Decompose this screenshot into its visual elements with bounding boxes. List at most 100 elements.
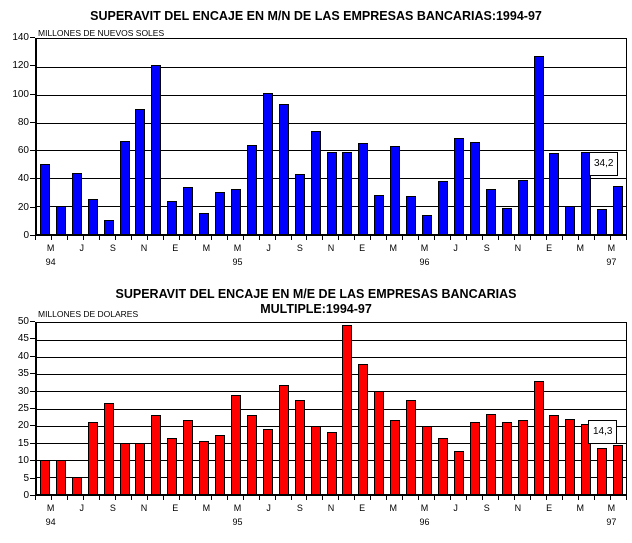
bar-slot-Jul-96: [451, 39, 467, 234]
bar-slot-Jul-95: [260, 39, 276, 234]
bar-slot-Ago-94: [85, 39, 101, 234]
chart-subtitle: MULTIPLE:1994-97: [260, 302, 372, 316]
x-axis-tick: [66, 236, 83, 240]
bar-Ene-96: [358, 364, 369, 494]
bar-slot-Ago-96: [467, 323, 483, 494]
month-label: M: [420, 243, 429, 253]
month-label: S: [109, 243, 116, 253]
bar-Nov-96: [517, 179, 528, 234]
year-label: 95: [232, 517, 243, 527]
x-axis-tick: [498, 496, 514, 500]
bar-slot-Jun-94: [53, 39, 69, 234]
bar-slot-Jul-94: [69, 39, 85, 234]
x-axis-tick: [98, 496, 115, 500]
y-axis-tick-label: 20: [17, 420, 29, 432]
y-axis-units-label: MILLONES DE DOLARES: [38, 309, 139, 319]
bar-Ene-96: [358, 143, 369, 234]
x-axis-tick: [242, 236, 259, 240]
bar-Mar-95: [199, 213, 210, 234]
bar-slot-Jun-95: [244, 323, 260, 494]
y-axis-tick-label: 100: [12, 88, 29, 100]
y-axis-tick: [30, 150, 35, 152]
x-axis-tick: [50, 496, 67, 500]
x-axis-tick: [546, 236, 562, 240]
bar-slot-Abr-96: [403, 323, 419, 494]
bar-May-96: [422, 214, 433, 234]
bar-Jul-94: [71, 476, 82, 494]
gridline: [37, 374, 626, 376]
x-axis-tick: [386, 496, 402, 500]
bar-slot-Feb-96: [371, 39, 387, 234]
bar-Dic-95: [342, 151, 353, 234]
y-axis-tick: [30, 390, 35, 392]
year-label: 95: [232, 257, 243, 267]
bar-slot-Mar-95: [196, 323, 212, 494]
x-axis-tick: [98, 236, 115, 240]
y-axis-tick-label: 50: [17, 316, 29, 327]
bar-Oct-94: [119, 443, 130, 494]
bar-slot-Feb-97: [562, 323, 578, 494]
bar-slot-Feb-96: [371, 323, 387, 494]
bar-Abr-95: [215, 192, 226, 234]
bar-slot-Oct-94: [117, 323, 133, 494]
bar-Dic-94: [151, 65, 162, 234]
month-label: E: [359, 243, 366, 253]
y-axis-tick-label: 120: [12, 60, 29, 72]
bar-Jun-96: [438, 437, 448, 494]
year-label: 96: [419, 517, 430, 527]
bar-Nov-96: [517, 420, 528, 494]
bar-slot-Ene-97: [547, 323, 563, 494]
bar-Abr-95: [215, 434, 226, 494]
month-label: N: [327, 503, 335, 513]
bar-slot-Sep-94: [101, 323, 117, 494]
y-axis-tick: [30, 65, 35, 67]
chart-encaje-me: SUPERAVIT DEL ENCAJE EN M/E DE LAS EMPRE…: [0, 270, 632, 543]
bar-Sep-96: [485, 189, 496, 234]
bar-Nov-94: [135, 108, 146, 234]
bar-slot-Mar-97: [578, 39, 594, 234]
y-axis-tick: [30, 460, 35, 462]
bar-May-94: [39, 164, 50, 234]
y-axis-tick-label: 25: [17, 403, 29, 414]
bar-Oct-95: [310, 425, 321, 494]
bar-Dic-95: [342, 324, 353, 494]
bar-slot-Ene-96: [355, 39, 371, 234]
x-axis-tick: [593, 236, 610, 240]
bar-Oct-96: [501, 207, 512, 234]
bar-Jun-95: [246, 415, 257, 494]
bar-slot-Jul-96: [451, 323, 467, 494]
month-label: M: [420, 503, 429, 513]
bar-Mar-96: [390, 146, 401, 234]
year-label: 97: [606, 517, 617, 527]
bar-slot-Sep-96: [483, 39, 499, 234]
bar-slot-Nov-95: [324, 323, 340, 494]
bar-slot-Oct-96: [499, 323, 515, 494]
bar-Nov-95: [326, 151, 337, 234]
x-axis-ticks: [35, 236, 627, 240]
y-axis-tick: [30, 37, 35, 38]
bar-Ago-96: [469, 422, 480, 494]
y-axis-tick: [30, 373, 35, 375]
bar-slot-Mar-95: [196, 39, 212, 234]
x-axis-tick: [290, 496, 307, 500]
chart-title: SUPERAVIT DEL ENCAJE EN M/N DE LAS EMPRE…: [90, 9, 542, 23]
bar-May-94: [39, 459, 50, 494]
x-axis-tick: [290, 236, 307, 240]
bar-Mar-96: [390, 420, 401, 494]
x-axis-tick: [402, 236, 418, 240]
bar-slot-Dic-96: [531, 323, 547, 494]
y-axis-tick-label: 5: [23, 472, 29, 484]
x-axis-tick: [482, 236, 498, 240]
bar-Oct-96: [501, 422, 512, 494]
bar-slot-Feb-97: [562, 39, 578, 234]
x-axis-tick: [242, 496, 259, 500]
bar-slot-Abr-95: [212, 39, 228, 234]
bar-slot-May-95: [228, 323, 244, 494]
plot-area: [35, 38, 627, 236]
month-label: M: [46, 243, 55, 253]
bar-slot-Jun-95: [244, 39, 260, 234]
month-label: M: [607, 503, 616, 513]
y-axis-tick-label: 30: [17, 385, 29, 397]
